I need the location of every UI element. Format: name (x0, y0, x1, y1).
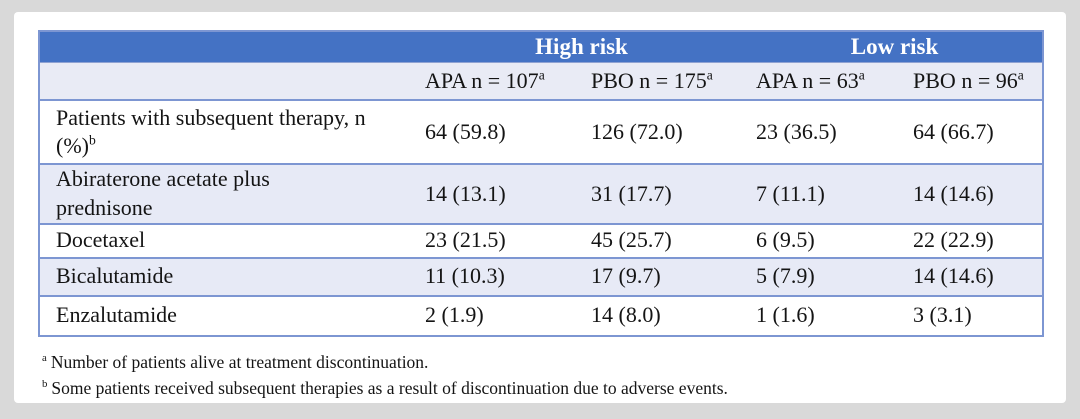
column-header-row: APA n = 107a PBO n = 175a APA n = 63a PB… (39, 62, 1044, 102)
cell-value: 11 (10.3) (416, 257, 582, 297)
table-row: Abiraterone acetate plus prednisone 14 (… (39, 164, 1044, 225)
cell-value: 7 (11.1) (747, 164, 905, 225)
group-header-spacer (39, 31, 416, 63)
footnote-marker: a (706, 67, 713, 83)
cell-value: 1 (1.6) (756, 302, 815, 328)
column-header-label: APA n = 107 (425, 67, 539, 93)
cell-value: 14 (14.6) (904, 257, 1044, 297)
row-label-text: Docetaxel (56, 227, 146, 253)
cell-value: 23 (21.5) (416, 223, 582, 259)
table-row: Enzalutamide 2 (1.9) 14 (8.0) 1 (1.6) 3 … (39, 295, 1044, 336)
footnote-marker: a (1017, 67, 1024, 83)
row-label: Patients with subsequent therapy, n (%)b (39, 100, 416, 166)
cell-value: 3 (3.1) (913, 302, 972, 328)
cell-value: 45 (25.7) (582, 223, 748, 259)
footnote-marker: a (538, 67, 545, 83)
footnote-marker: b (42, 378, 48, 391)
footnotes: a Number of patients alive at treatment d… (42, 349, 728, 402)
table-row: Docetaxel 23 (21.5) 45 (25.7) 6 (9.5) 22… (39, 223, 1044, 259)
cell-value: 23 (36.5) (747, 100, 905, 166)
table-row: Patients with subsequent therapy, n (%)b… (39, 100, 1044, 166)
cell-value: 14 (14.6) (904, 164, 1044, 225)
column-header-apa-high: APA n = 107a (416, 62, 582, 102)
footnote-b: b Some patients received subsequent thera… (42, 375, 728, 401)
cell-value: 2 (1.9) (425, 302, 484, 328)
column-header-spacer (39, 62, 416, 102)
footnote-a: a Number of patients alive at treatment d… (42, 349, 728, 375)
table-card: High risk Low risk APA n = 107a PBO n = … (14, 12, 1066, 403)
cell-value: 6 (9.5) (747, 223, 905, 259)
cell-value: 22 (22.9) (904, 223, 1044, 259)
column-header-pbo-high: PBO n = 175a (582, 62, 748, 102)
group-header-low-risk: Low risk (747, 31, 1044, 63)
footnote-text: Some patients received subsequent therap… (51, 378, 728, 399)
row-label: Abiraterone acetate plus prednisone (39, 164, 416, 225)
cell-value: 64 (59.8) (416, 100, 582, 166)
row-label: Bicalutamide (39, 257, 416, 297)
cell-value: 31 (17.7) (582, 164, 748, 225)
cell-value: 17 (9.7) (582, 257, 748, 297)
row-label: Enzalutamide (39, 296, 416, 336)
subsequent-therapy-table: High risk Low risk APA n = 107a PBO n = … (38, 30, 1045, 337)
row-label-text: Patients with subsequent therapy, n (%) (56, 104, 366, 159)
column-header-pbo-low: PBO n = 96a (904, 62, 1044, 102)
footnote-text: Number of patients alive at treatment di… (50, 352, 429, 372)
column-header-label: PBO n = 96 (913, 67, 1018, 93)
footnote-marker: a (42, 352, 47, 365)
cell-value: 14 (13.1) (416, 164, 582, 225)
cell-value: 14 (8.0) (591, 302, 661, 328)
row-label-text: Bicalutamide (56, 263, 174, 289)
footnote-marker: a (858, 67, 865, 83)
footnote-marker: b (88, 133, 96, 149)
row-label-text: Abiraterone acetate plus prednisone (56, 166, 270, 220)
cell-value: 126 (72.0) (582, 100, 748, 166)
group-header-high-risk: High risk (416, 31, 748, 63)
column-header-label: APA n = 63 (756, 67, 859, 93)
column-header-apa-low: APA n = 63a (747, 62, 905, 102)
cell-value: 64 (66.7) (904, 100, 1044, 166)
row-label-text: Enzalutamide (56, 302, 177, 328)
row-label: Docetaxel (39, 223, 416, 259)
group-header-row: High risk Low risk (39, 31, 1044, 63)
table-row: Bicalutamide 11 (10.3) 17 (9.7) 5 (7.9) … (39, 257, 1044, 297)
column-header-label: PBO n = 175 (591, 67, 707, 93)
cell-value: 5 (7.9) (747, 257, 905, 297)
